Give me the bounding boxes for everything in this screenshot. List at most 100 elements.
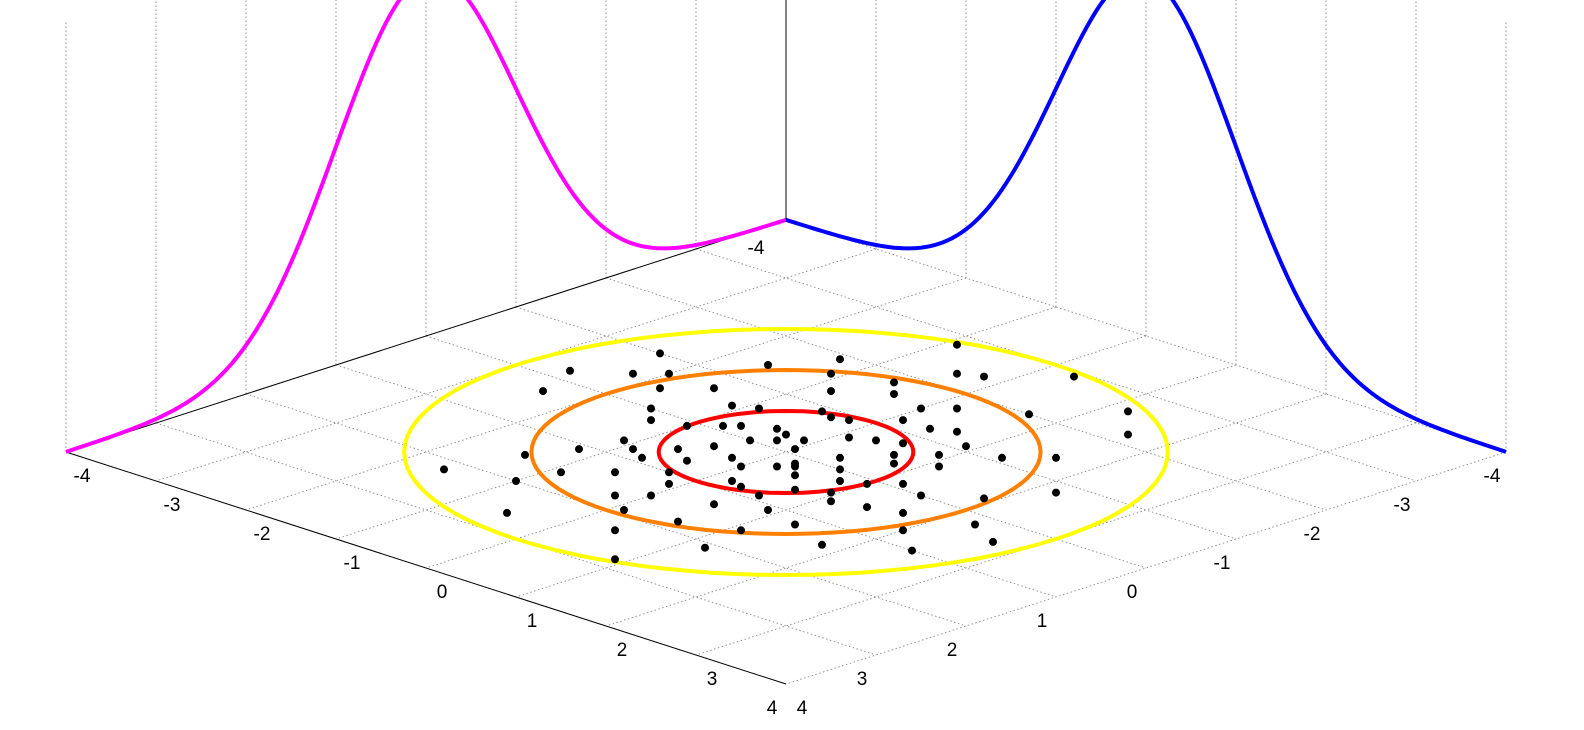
scatter-point [656,384,664,393]
scatter-point [899,416,907,425]
scatter-point [737,421,745,430]
x-tick-label: -4 [748,238,765,259]
x-tick-label: -3 [1394,495,1411,516]
scatter-point [962,442,970,451]
scatter-point [620,436,628,445]
scatter-point [845,416,853,425]
x-tick-label: 0 [1127,582,1138,603]
scatter-point [620,506,628,514]
scatter-point [710,500,718,509]
scatter-point [566,366,574,375]
scatter-point [773,436,781,445]
scatter-point [827,387,835,396]
scatter-point [899,479,907,488]
scatter-point [611,526,619,535]
scatter-point [953,404,961,413]
scatter-point [728,477,736,485]
x-tick-labels: -4 -3 -2 -1 0 1 2 3 4 -4 [748,238,1501,719]
y-tick-label: -3 [164,495,181,516]
scatter-point [575,445,583,454]
x-tick-label: 1 [1037,611,1048,632]
scatter-point [1052,453,1060,462]
scatter-point [539,387,547,396]
scatter-point [1052,488,1060,497]
scatter-point [836,453,844,462]
scatter-point [656,349,664,358]
scatter-point [953,427,961,436]
scatter-point [836,477,844,485]
scatter-point [557,468,565,477]
scatter-point [773,462,781,471]
marginal-curve-x [65,0,787,454]
y-tick-label: 4 [797,698,808,719]
scatter-point [710,442,718,451]
scatter-point [665,369,673,378]
scatter-point [890,459,898,468]
scatter-point [719,421,727,430]
scatter-point [791,485,799,494]
scatter-point [503,508,511,517]
x-tick-label: -2 [1304,524,1321,545]
y-tick-label: -4 [74,466,91,487]
scatter-point [980,372,988,381]
y-tick-label: 1 [527,611,538,632]
scatter-point [683,456,691,465]
marginal-curve-y [785,0,1507,454]
scatter-point [737,462,745,471]
scatter-point [836,355,844,364]
scatter-point [908,546,916,555]
scatter-point [665,468,673,477]
scatter-point [683,421,691,430]
scatter-point [755,491,763,500]
scatter-point [647,491,655,500]
scatter-point [728,453,736,462]
scatter-point [899,526,907,535]
scatter-point [800,436,808,445]
scatter-point [782,430,790,439]
scatter-point [890,378,898,387]
scatter-point [836,465,844,474]
scatter-point [521,450,529,459]
scatter-point [971,520,979,529]
scatter-point [440,465,448,474]
y-tick-label: 3 [707,669,718,690]
scatter-point [674,445,682,454]
scatter-point [917,404,925,413]
floor-grid [65,219,1507,685]
scatter-point [899,439,907,448]
scatter-point [980,494,988,503]
scatter-point [1070,372,1078,381]
y-tick-label: -2 [254,524,271,545]
contour-1sigma [656,408,916,496]
scatter-point [791,471,799,480]
x-tick-label: 3 [857,669,868,690]
scatter-point [863,503,871,512]
x-axis-line [65,219,787,453]
marginal-curves [65,0,1507,454]
scatter-point [710,384,718,393]
scatter-point [791,459,799,468]
scatter-point [989,537,997,546]
scatter-point [818,407,826,416]
scatter-point [638,453,646,462]
data-points [440,340,1132,564]
scatter-point [791,445,799,454]
scatter-point [728,401,736,410]
scatter-point [827,369,835,378]
scatter-point [674,517,682,526]
scatter-point [701,543,709,552]
y-axis-line [65,451,787,685]
x-tick-label: 2 [947,640,958,661]
scatter-point [845,433,853,442]
scatter-point [512,477,520,485]
scatter-point [791,520,799,529]
scatter-point [926,424,934,433]
x-tick-label: -1 [1214,553,1231,574]
scatter-point [917,491,925,500]
scatter-point [818,540,826,549]
scatter-point [611,555,619,564]
scatter-point [890,390,898,398]
x-tick-label: 4 [767,698,778,719]
scatter-point [629,369,637,378]
